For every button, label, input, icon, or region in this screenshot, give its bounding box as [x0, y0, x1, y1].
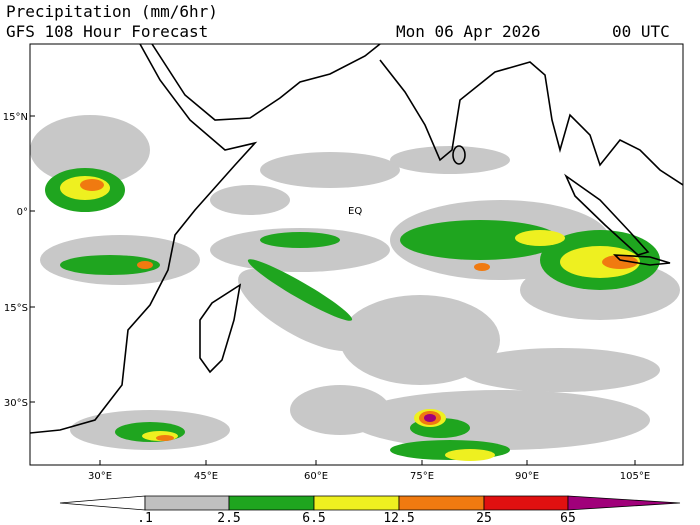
subtitle: GFS 108 Hour Forecast [6, 22, 208, 41]
colorbar-segment [567, 495, 681, 511]
colorbar-segment [483, 495, 569, 511]
colorbar: .1 2.5 6.5 12.5 25 65 [59, 495, 681, 525]
lon-label: 90°E [515, 471, 539, 482]
colorbar-label: 6.5 [302, 511, 325, 525]
time: 00 UTC [612, 22, 670, 41]
colorbar-label: 2.5 [217, 511, 240, 525]
colorbar-label: 12.5 [383, 511, 414, 525]
lat-label: 30°S [4, 398, 28, 409]
colorbar-segment [228, 495, 315, 511]
colorbar-label: 65 [560, 511, 576, 525]
lon-label: 75°E [410, 471, 434, 482]
lat-labels: 15°N 0° 15°S 30°S [3, 112, 35, 409]
lon-label: 60°E [304, 471, 328, 482]
date: Mon 06 Apr 2026 [396, 22, 541, 41]
lon-labels: 30°E 45°E 60°E 75°E 90°E 105°E [88, 460, 650, 482]
equator-label: EQ [348, 206, 362, 217]
title: Precipitation (mm/6hr) [6, 2, 218, 21]
lat-label: 0° [17, 207, 28, 218]
precipitation [30, 115, 680, 461]
lon-label: 30°E [88, 471, 112, 482]
colorbar-segment [59, 495, 146, 511]
coastlines [30, 44, 683, 434]
colorbar-label: 25 [476, 511, 492, 525]
colorbar-segment [144, 495, 230, 511]
lat-label: 15°S [4, 303, 28, 314]
map-frame [29, 43, 684, 466]
colorbar-segment [313, 495, 400, 511]
lon-label: 105°E [620, 471, 650, 482]
colorbar-segment [398, 495, 485, 511]
lon-label: 45°E [194, 471, 218, 482]
lat-label: 15°N [3, 112, 28, 123]
map: EQ 15°N 0° 15°S 30°S 30°E 45°E 60°E 75°E 90°E 10… [3, 43, 684, 482]
colorbar-label: .1 [137, 511, 153, 525]
